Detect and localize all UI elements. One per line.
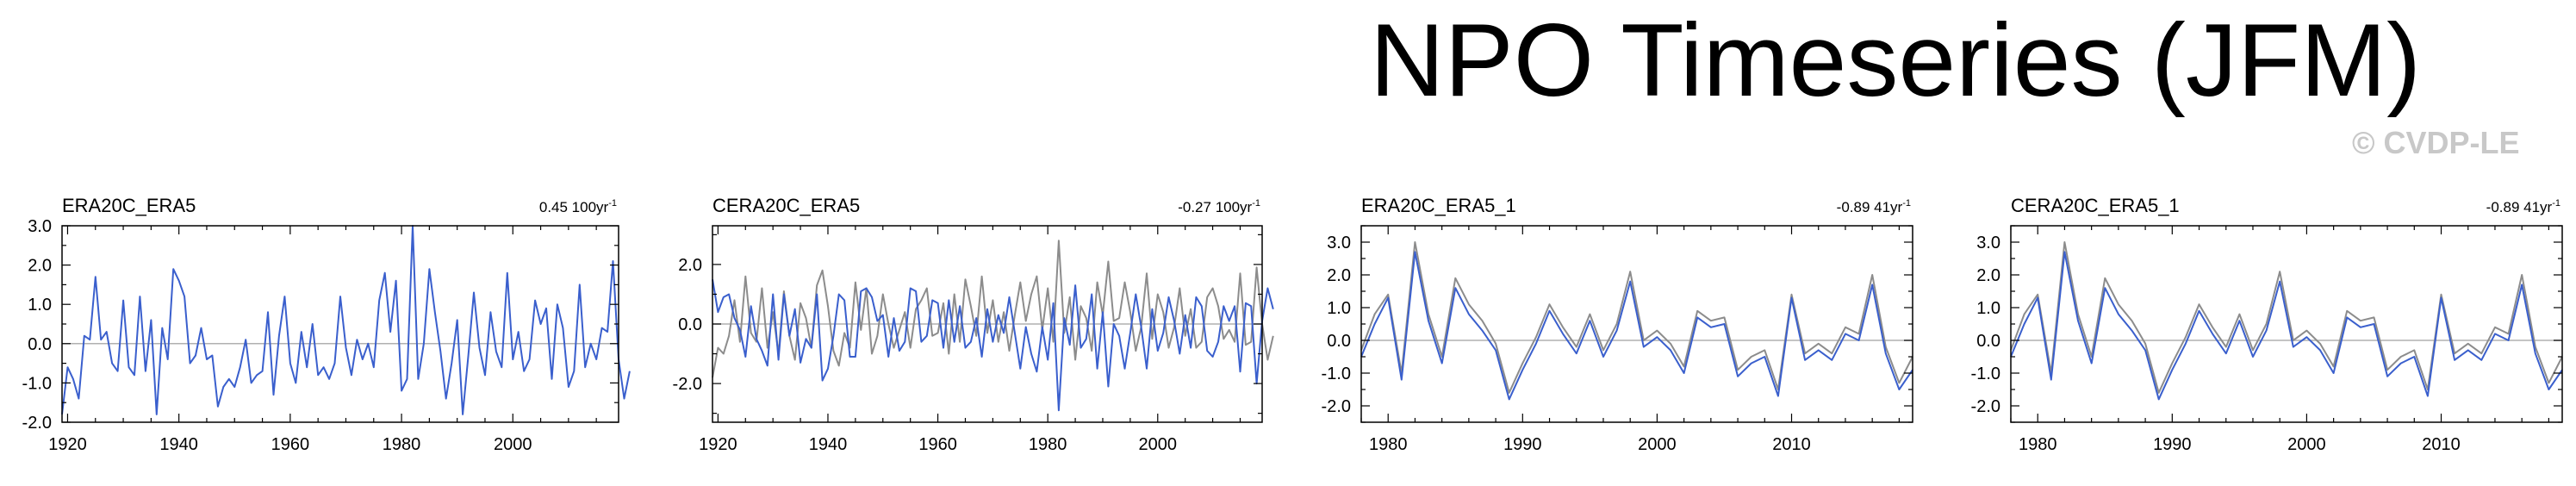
y-tick-label: -2.0 xyxy=(22,414,52,433)
y-tick-label: 2.0 xyxy=(678,256,702,275)
y-tick-label: -1.0 xyxy=(22,374,52,393)
trend-label: -0.27 100yr-1 xyxy=(1178,198,1260,215)
y-tick-label: -2.0 xyxy=(1322,397,1351,416)
x-tick-label: 2010 xyxy=(1772,435,1811,454)
plot-frame xyxy=(2010,225,2563,423)
y-tick-label: 0.0 xyxy=(678,315,702,334)
page-title: NPO Timeseries (JFM) xyxy=(1370,3,2422,118)
x-tick-label: 2000 xyxy=(2287,435,2326,454)
series-line xyxy=(2010,241,2563,394)
x-tick-label: 1980 xyxy=(1029,435,1067,454)
y-tick-label: 3.0 xyxy=(1976,234,2000,252)
y-tick-label: 0.0 xyxy=(1327,332,1351,351)
y-tick-label: 0.0 xyxy=(1976,332,2000,351)
x-tick-label: 1920 xyxy=(699,435,737,454)
chart-panel-4: CERA20C_ERA5_1 -0.89 41yr-1 -2.0 -1.0 0.0 1.0… xyxy=(1971,195,2563,454)
panel-title: CERA20C_ERA5_1 xyxy=(2011,195,2180,216)
y-tick-label: -2.0 xyxy=(673,375,702,394)
y-tick-label: 1.0 xyxy=(1976,299,2000,318)
x-tick-label: 2000 xyxy=(494,435,532,454)
series-line xyxy=(712,279,1274,412)
x-tick-label: 1960 xyxy=(918,435,957,454)
x-tick-label: 2000 xyxy=(1638,435,1677,454)
x-tick-label: 1980 xyxy=(1369,435,1408,454)
trend-exponent: -1 xyxy=(1252,198,1260,209)
plot-frame xyxy=(1360,225,1913,423)
chart-panel-3: ERA20C_ERA5_1 -0.89 41yr-1 -2.0 -1.0 0.0 1.0 2… xyxy=(1322,195,1913,454)
series-line xyxy=(1360,241,1913,394)
y-tick-label: 2.0 xyxy=(1976,266,2000,285)
y-tick-label: 1.0 xyxy=(1327,299,1351,318)
copyright-watermark: © CVDP-LE xyxy=(2352,125,2520,160)
series-line xyxy=(61,225,631,415)
y-tick-label: -1.0 xyxy=(1971,364,2000,383)
x-tick-label: 1960 xyxy=(271,435,310,454)
y-tick-label: -2.0 xyxy=(1971,397,2000,416)
trend-label: 0.45 100yr-1 xyxy=(539,198,617,215)
y-tick-label: 0.0 xyxy=(28,335,52,354)
x-tick-label: 2010 xyxy=(2422,435,2461,454)
x-tick-label: 1940 xyxy=(159,435,198,454)
x-tick-label: 1980 xyxy=(383,435,421,454)
plot-frame xyxy=(61,225,619,423)
trend-label: -0.89 41yr-1 xyxy=(1837,198,1911,215)
y-tick-label: 3.0 xyxy=(1327,234,1351,252)
y-tick-label: 2.0 xyxy=(1327,266,1351,285)
panel-title: ERA20C_ERA5 xyxy=(62,195,196,216)
panel-title: CERA20C_ERA5 xyxy=(712,195,860,216)
x-tick-label: 1980 xyxy=(2019,435,2057,454)
x-tick-label: 1920 xyxy=(48,435,87,454)
series-line xyxy=(2010,251,2563,401)
x-tick-label: 1940 xyxy=(809,435,848,454)
trend-exponent: -1 xyxy=(2552,198,2560,209)
trend-value: -0.27 100yr xyxy=(1178,199,1252,215)
y-tick-label: 2.0 xyxy=(28,257,52,276)
chart-panel-2: CERA20C_ERA5 -0.27 100yr-1 -2.0 0.0 2.0 1920 1… xyxy=(673,195,1274,454)
series-line xyxy=(1360,251,1913,401)
trend-label: -0.89 41yr-1 xyxy=(2486,198,2560,215)
y-tick-label: 1.0 xyxy=(28,296,52,315)
trend-value: -0.89 41yr xyxy=(1837,199,1903,215)
panel-title: ERA20C_ERA5_1 xyxy=(1361,195,1516,216)
x-tick-label: 1990 xyxy=(2153,435,2192,454)
trend-value: -0.89 41yr xyxy=(2486,199,2553,215)
x-tick-label: 2000 xyxy=(1139,435,1178,454)
trend-value: 0.45 100yr xyxy=(539,199,609,215)
trend-exponent: -1 xyxy=(1902,198,1911,209)
trend-exponent: -1 xyxy=(608,198,617,209)
x-tick-label: 1990 xyxy=(1503,435,1542,454)
y-tick-label: 3.0 xyxy=(28,217,52,236)
series-line xyxy=(712,240,1274,378)
y-tick-label: -1.0 xyxy=(1322,364,1351,383)
chart-panel-1: ERA20C_ERA5 0.45 100yr-1 -2.0 -1.0 0.0 1.0 2.0… xyxy=(22,195,631,454)
